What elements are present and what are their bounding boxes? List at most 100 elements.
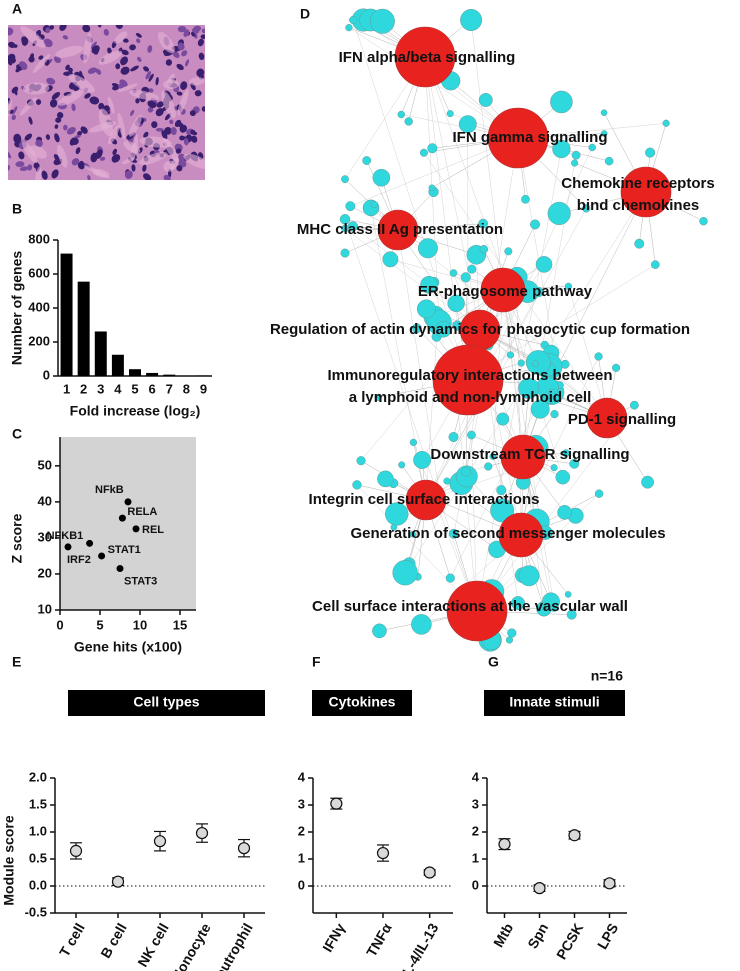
cell-nucleus	[191, 28, 199, 34]
cell-nucleus	[49, 25, 55, 30]
tissue-patch	[68, 74, 95, 93]
tissue-patch	[8, 98, 13, 121]
y-tick-label: 200	[28, 333, 50, 348]
cell-nucleus	[198, 52, 205, 61]
cell-nucleus	[189, 110, 196, 117]
y-tick-label: 50	[38, 457, 52, 472]
bar	[94, 331, 107, 376]
network-node	[413, 451, 432, 469]
network-node	[564, 591, 572, 598]
y-tick-label: 4	[472, 769, 480, 784]
bar	[129, 369, 141, 376]
cell-nucleus	[151, 121, 158, 129]
y-tick-label: 0	[43, 367, 50, 382]
cell-nucleus	[55, 117, 62, 123]
cell-nucleus	[130, 109, 135, 116]
network-node	[600, 109, 608, 116]
mean-marker	[153, 835, 167, 848]
tissue-patch	[177, 88, 189, 116]
network-node	[417, 238, 438, 259]
cell-nucleus	[36, 99, 42, 105]
tissue-patch	[83, 32, 92, 64]
cell-nucleus	[87, 67, 98, 74]
cell-nucleus	[175, 148, 182, 154]
pathway-node	[498, 512, 544, 558]
network-node	[550, 464, 558, 472]
network-node	[362, 156, 372, 165]
cell-nucleus	[194, 90, 202, 97]
cell-nucleus	[115, 63, 121, 70]
pathway-node	[586, 397, 628, 439]
tissue-patch	[130, 134, 138, 162]
network-node	[434, 320, 452, 338]
network-node	[382, 251, 399, 268]
cell-nucleus	[8, 27, 14, 36]
cell-nucleus	[107, 47, 112, 54]
x-tick-label: T cell	[56, 920, 88, 959]
network-node	[489, 453, 497, 460]
bar	[77, 281, 90, 376]
tissue-patch	[138, 151, 168, 165]
pathway-node	[620, 166, 672, 218]
cell-nucleus	[130, 65, 139, 72]
cell-nucleus	[118, 83, 125, 89]
network-node	[547, 201, 571, 226]
tissue-patch	[114, 31, 128, 44]
network-node	[505, 636, 514, 644]
cell-nucleus	[51, 91, 61, 100]
network-node	[420, 276, 438, 294]
network-node	[345, 201, 356, 212]
network-node	[448, 528, 459, 539]
network-node	[409, 530, 416, 538]
cell-nucleus	[11, 106, 18, 115]
network-node	[374, 393, 382, 402]
network-node	[549, 603, 559, 612]
y-axis-label: Number of genes	[9, 251, 25, 366]
x-tick-label: Spn	[524, 920, 551, 951]
y-tick-label: 2	[298, 823, 305, 838]
network-node	[594, 489, 604, 498]
y-tick-label: 800	[28, 231, 50, 246]
network-node	[372, 168, 391, 187]
network-node	[490, 498, 515, 523]
cell-nucleus	[120, 66, 130, 75]
network-node	[645, 147, 656, 158]
tissue-patch	[57, 144, 68, 168]
x-tick-label: Monocyte	[167, 920, 214, 971]
y-axis-label: Module score	[1, 815, 17, 905]
network-edge	[370, 207, 427, 501]
mean-marker	[376, 846, 390, 860]
network-node	[662, 119, 670, 127]
cell-nucleus	[77, 130, 82, 136]
network-node	[446, 110, 454, 118]
cell-nucleus	[59, 25, 67, 31]
cell-nucleus	[100, 156, 106, 161]
network-edge	[547, 191, 647, 388]
network-node	[629, 400, 639, 410]
x-tick-label: PCSK	[553, 920, 586, 962]
network-node	[479, 245, 489, 254]
network-node	[555, 469, 571, 485]
point-label: NFKB1	[47, 530, 84, 542]
pathway-label: Immunoregulatory interactions between	[327, 367, 612, 384]
x-tick-label: 7	[166, 381, 173, 396]
x-tick-label: TNFα	[363, 920, 395, 959]
cell-nucleus	[46, 77, 56, 85]
cell-nucleus	[21, 36, 29, 44]
cell-nucleus	[79, 70, 83, 77]
network-node	[552, 139, 571, 159]
bar	[60, 253, 73, 376]
network-node	[562, 449, 570, 458]
pathway-label: Regulation of actin dynamics for phagocy…	[270, 321, 690, 338]
network-node	[557, 505, 572, 520]
network-node	[641, 475, 654, 489]
y-tick-label: 1	[472, 850, 479, 865]
cell-nucleus	[89, 96, 100, 105]
y-tick-label: 1	[298, 850, 305, 865]
network-node	[600, 130, 608, 137]
cell-nucleus	[35, 139, 43, 148]
cell-nucleus	[142, 164, 147, 172]
x-tick-label: LPS	[594, 920, 621, 952]
point-label: REL	[142, 524, 164, 536]
